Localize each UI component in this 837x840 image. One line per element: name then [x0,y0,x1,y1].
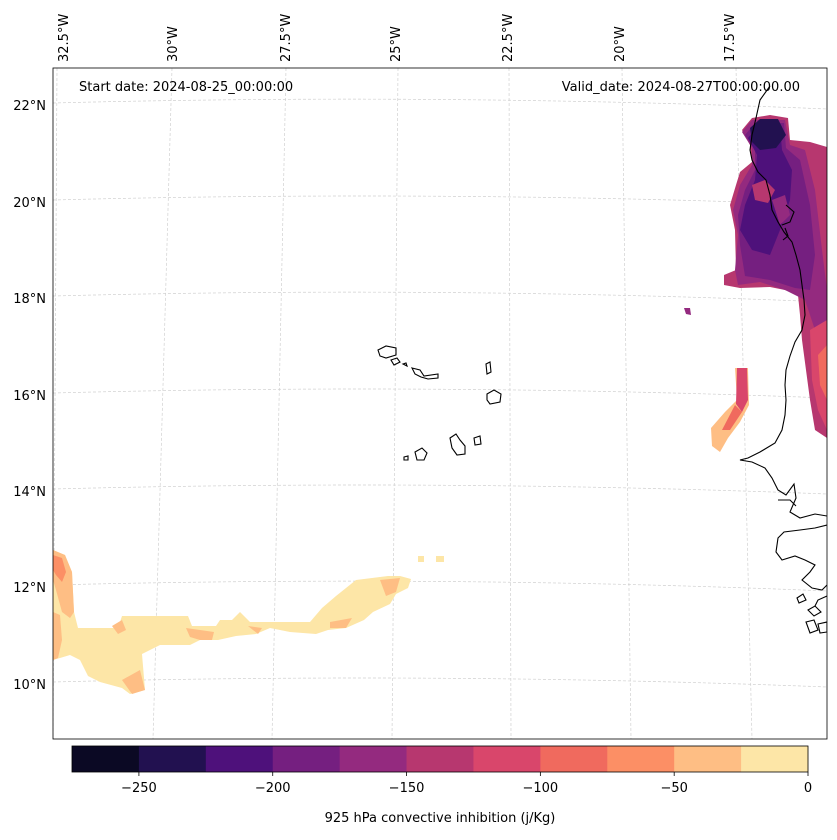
cin-band-yellow [53,550,411,694]
colorbar-cell [272,746,341,772]
colorbar-cell [339,746,408,772]
lon-label-30w: 30°W [166,26,181,62]
lon-label-20w: 20°W [613,26,628,62]
santo-antao [377,345,397,359]
bijagos-2 [807,605,822,617]
latitude-labels: 22°N 20°N 18°N 16°N 14°N 12°N 10°N [13,99,46,693]
maio [473,435,482,446]
meridian-25w [391,68,399,739]
meridian-30w [152,68,173,739]
cin-east-lobe [810,320,827,430]
boa-vista [486,389,502,405]
sao-vicente [390,357,401,366]
guinea-bissau-coast [775,524,827,591]
colorbar-cell [607,746,675,772]
parallel-16n [53,388,827,399]
cin-speck-1 [418,556,424,562]
coastlines [377,85,827,634]
parallel-12n [53,580,827,592]
map-frame [52,67,828,740]
colorbar-cell [205,746,274,772]
cin-hotspot-2 [772,195,790,225]
bijagos-4 [817,621,827,634]
longitude-labels: 32.5°W 30°W 27.5°W 25°W 22.5°W 20°W 17.5… [57,14,738,62]
colorbar-cell [72,746,140,772]
colorbar-cell [674,746,742,772]
parallel-14n [53,484,827,495]
lat-label-22n: 22°N [13,99,46,114]
lon-label-32.5w: 32.5°W [57,14,72,62]
colorbar-tick-label: −100 [523,781,559,796]
santiago [449,433,466,456]
sal [485,361,492,375]
start-date-label: Start date: 2024-08-25_00:00:00 [79,80,293,95]
lat-label-12n: 12°N [13,581,46,596]
cin-band-orange-mid-2 [186,628,214,640]
guinea-coast [814,595,827,607]
cin-east-lobe-inner [818,345,827,400]
cin-hotspot-1 [752,180,775,203]
lat-label-20n: 20°N [13,196,46,211]
coast-detail-2 [782,227,789,241]
lat-label-10n: 10°N [13,678,46,693]
meridian-20w [621,68,632,739]
lat-label-18n: 18°N [13,292,46,307]
coast-detail-1 [781,204,795,226]
cin-streak-mid [722,405,742,430]
lon-label-17.5w: 17.5°W [723,14,738,62]
colorbar-tick-label: −150 [389,781,425,796]
cin-band-orange-mid [112,620,126,634]
meridian-27.5w [271,68,287,739]
cin-streak-inner [736,368,748,412]
cin-field-southwest [53,550,444,694]
parallel-10n [53,677,827,688]
africa-coastline [739,85,827,519]
lon-label-25w: 25°W [389,26,404,62]
colorbar-tick-label: −250 [121,781,157,796]
colorbar-frame [71,745,809,773]
bijagos-3 [805,619,819,634]
lat-label-16n: 16°N [13,389,46,404]
brava [403,455,409,461]
colorbar-tick-label: −50 [660,781,687,796]
colorbar: −250 −200 −150 −100 −50 0 925 hPa convective … [71,745,812,826]
colorbar-label: 925 hPa convective inhibition (j/Kg) [325,811,556,826]
cin-band-orange-west-2 [53,555,66,582]
sao-nicolau [410,367,439,380]
colorbar-cell [473,746,541,772]
parallel-18n [53,291,827,303]
colorbar-cell [540,746,608,772]
cin-contour-darkest [750,119,786,150]
santa-luzia [401,362,408,368]
cin-small-patch [684,308,691,315]
valid-date-label: Valid_date: 2024-08-27T00:00:00.00 [562,80,800,95]
lon-label-22.5w: 22.5°W [501,14,516,62]
cin-band-orange-mid-3 [248,626,262,634]
colorbar-cells [72,746,809,772]
colorbar-tick-label: −200 [255,781,291,796]
fogo [414,447,428,461]
cin-band-orange-south [122,670,145,694]
meridian-22.5w [508,68,512,739]
cin-band-orange-southwest [53,612,62,660]
colorbar-tick-label: 0 [804,781,812,796]
bijagos-1 [796,593,807,604]
colorbar-cell [406,746,474,772]
colorbar-ticks: −250 −200 −150 −100 −50 0 [121,772,812,796]
graticule [53,68,827,739]
parallel-20n [53,195,827,206]
meridian-32.5w [53,68,58,739]
parallel-22n [53,98,827,110]
colorbar-cell [741,746,809,772]
cin-band-orange-east [380,578,400,596]
cin-speck-2 [436,556,444,562]
lat-label-14n: 14°N [13,485,46,500]
lon-label-27.5w: 27.5°W [279,14,294,62]
cin-band-orange-mid-4 [330,618,352,628]
gambia-inlet [778,499,797,507]
colorbar-cell [138,746,207,772]
